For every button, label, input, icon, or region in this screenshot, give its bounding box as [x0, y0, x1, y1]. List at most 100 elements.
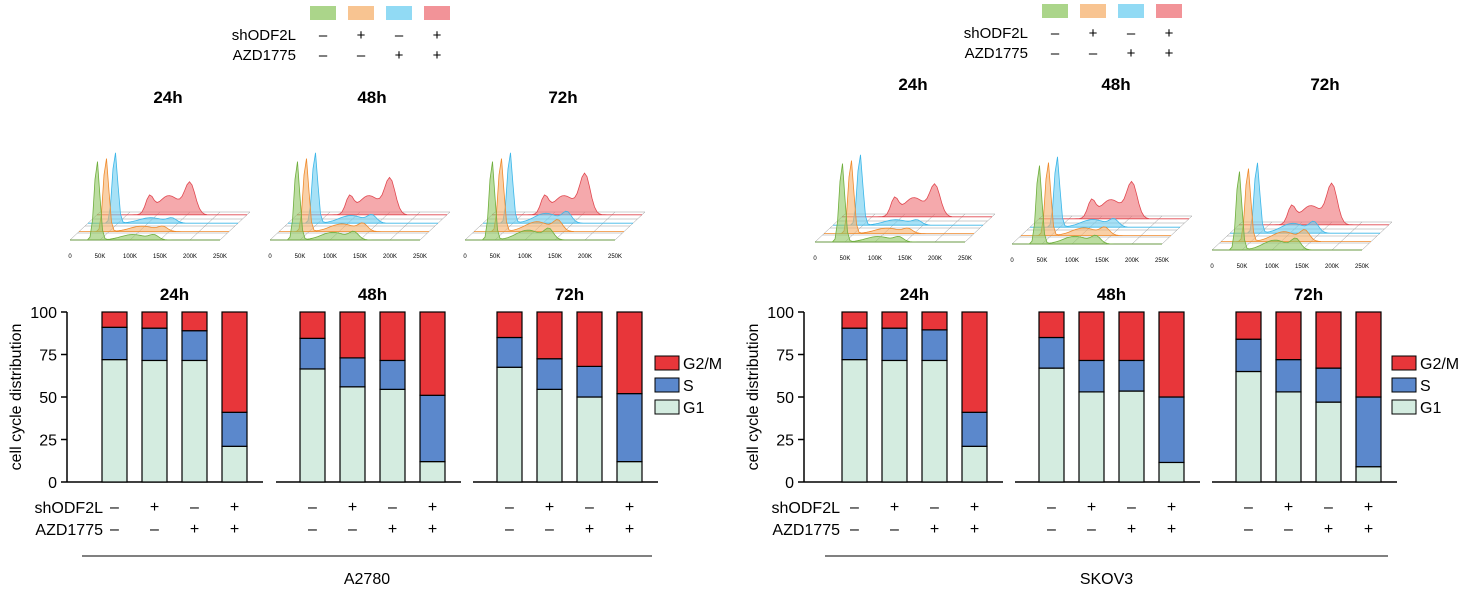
hist-tick-label: 0: [1010, 258, 1014, 264]
cond-sign-azd: +: [1127, 521, 1136, 538]
y-tick-label: 25: [776, 433, 794, 450]
cond-sign-sh: +: [150, 499, 159, 516]
key-sign-azd: –: [1089, 45, 1098, 62]
hist-title: 72h: [1310, 75, 1339, 94]
bar-g2m: [1275, 311, 1302, 361]
key-swatch: [1080, 4, 1106, 18]
hist-title: 48h: [357, 88, 386, 107]
bar-s: [576, 365, 603, 398]
bar-g1: [101, 359, 128, 483]
hist-grid-line: [99, 211, 131, 241]
y-tick-label: 100: [30, 305, 57, 322]
hist-grid-line: [1241, 221, 1273, 251]
histogram-1: 0 50K 100K 150K 200K 250K: [1010, 156, 1193, 264]
hist-grid-line: [934, 213, 966, 243]
key-swatch: [348, 6, 374, 20]
key-label-azd1775: AZD1775: [965, 45, 1028, 62]
bar-g2m: [961, 311, 988, 413]
cond-sign-sh: +: [1087, 499, 1096, 516]
y-tick-label: 75: [39, 348, 57, 365]
hist-tick-label: 150K: [548, 254, 562, 260]
legend-label-g1: G1: [683, 400, 704, 417]
cond-sign-sh: –: [1127, 499, 1136, 516]
hist-grid-line: [904, 213, 936, 243]
hist-tick-label: 100K: [1265, 264, 1279, 270]
cond-sign-azd: –: [150, 521, 159, 538]
y-axis-label: cell cycle distribution: [745, 324, 762, 471]
bar-g2m: [141, 311, 168, 329]
cond-sign-azd: +: [1364, 521, 1373, 538]
bar-g2m: [299, 311, 326, 339]
cond-sign-azd: –: [1244, 521, 1253, 538]
cond-sign-sh: –: [930, 499, 939, 516]
hist-grid-line: [189, 211, 221, 241]
hist-grid-line: [1131, 215, 1163, 245]
legend-label-g2m: G2/M: [683, 356, 722, 373]
hist-curve: [1030, 156, 1180, 228]
bar-g2m: [1158, 311, 1185, 398]
bar-g2m: [616, 311, 643, 395]
bar-g1: [921, 359, 948, 483]
hist-curve: [1021, 162, 1171, 236]
bar-g1: [961, 445, 988, 483]
cond-sign-sh: –: [1244, 499, 1253, 516]
hist-tick-label: 250K: [213, 254, 227, 260]
hist-tick-label: 50K: [1037, 258, 1048, 264]
hist-title: 24h: [153, 88, 182, 107]
bar-g2m: [1118, 311, 1145, 362]
histogram-2: 0 50K 100K 150K 200K 250K: [463, 152, 646, 260]
cond-sign-azd: –: [110, 521, 119, 538]
hist-grid-line: [1161, 215, 1193, 245]
bar-g2m: [1038, 311, 1065, 339]
row-label-azd1775: AZD1775: [772, 522, 840, 539]
bar-s: [221, 411, 248, 447]
hist-curve: [1212, 171, 1362, 251]
bar-g2m: [101, 311, 128, 328]
bar-s: [1355, 396, 1382, 468]
hist-grid-line: [159, 211, 191, 241]
hist-tick-label: 100K: [1065, 258, 1079, 264]
hist-tick-label: 0: [1210, 264, 1214, 270]
bar-s: [881, 327, 908, 362]
y-tick-label: 0: [48, 475, 57, 492]
histogram-0: 0 50K 100K 150K 200K 250K: [813, 154, 996, 262]
hist-grid-line: [359, 211, 391, 241]
bar-g2m: [921, 311, 948, 331]
hist-tick-label: 0: [68, 254, 72, 260]
key-sign-sh: –: [1127, 25, 1136, 42]
bar-g1: [1078, 391, 1105, 483]
hist-curve: [297, 176, 447, 216]
hist-curve: [279, 158, 429, 232]
panel-skov3: shODF2L AZD1775 – – + – – + + +0 50K 100K 150K 200K 25…: [745, 4, 1459, 588]
hist-grid-line: [964, 213, 996, 243]
cond-sign-sh: +: [1167, 499, 1176, 516]
bar-s: [181, 330, 208, 362]
cond-sign-azd: +: [585, 521, 594, 538]
hist-tick-label: 50K: [295, 254, 306, 260]
hist-curve: [88, 152, 238, 224]
bar-g1: [841, 359, 868, 483]
bar-g2m: [576, 311, 603, 368]
key-sign-sh: +: [433, 27, 442, 44]
bar-g2m: [841, 311, 868, 329]
cond-sign-azd: +: [230, 521, 239, 538]
hist-grid-line: [299, 211, 331, 241]
bar-g1: [616, 461, 643, 483]
bar-s: [1038, 336, 1065, 369]
key-sign-sh: +: [1089, 25, 1098, 42]
hist-curve: [483, 152, 633, 224]
hist-grid-line: [844, 213, 876, 243]
key-swatch: [1118, 4, 1144, 18]
key-label-shodf2l: shODF2L: [964, 25, 1028, 42]
bar-g1: [576, 396, 603, 483]
bar-g1: [1158, 461, 1185, 483]
bar-g1: [496, 366, 523, 483]
key-swatch: [424, 6, 450, 20]
hist-tick-label: 200K: [928, 256, 942, 262]
bar-s: [1078, 359, 1105, 393]
bar-g2m: [181, 311, 208, 332]
hist-curve: [97, 181, 247, 216]
hist-tick-label: 100K: [868, 256, 882, 262]
hist-tick-label: 250K: [1155, 258, 1169, 264]
hist-curve: [1012, 165, 1162, 245]
